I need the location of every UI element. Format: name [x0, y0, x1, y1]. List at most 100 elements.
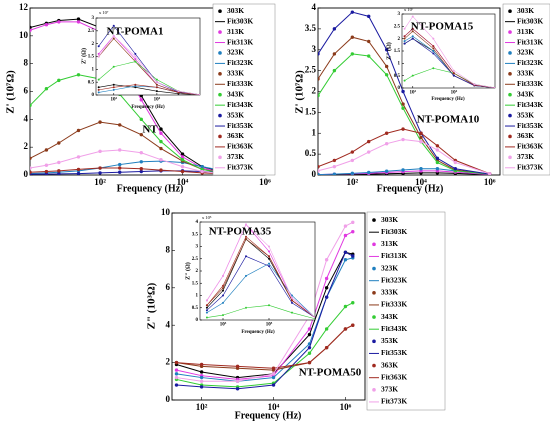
legend-label: 333K: [381, 288, 398, 297]
fit-line: [98, 25, 200, 95]
y-axis-label: Z" (Ω): [385, 42, 392, 60]
y-tick-label: 2.5: [394, 24, 401, 29]
fit-line: [98, 84, 200, 95]
data-point: [199, 379, 204, 383]
data-point: [57, 20, 61, 24]
x-axis-label: Frequency (Hz): [377, 183, 444, 194]
data-point: [44, 163, 49, 167]
plot-content: [403, 15, 495, 88]
y-tick-label: 2.5: [305, 65, 317, 75]
data-point: [384, 169, 389, 173]
data-point: [432, 50, 435, 52]
data-point: [139, 151, 143, 155]
data-point: [155, 83, 158, 86]
legend-marker: [508, 51, 512, 55]
data-point: [291, 299, 293, 302]
data-point: [205, 311, 208, 314]
y-tick-label: 3: [92, 16, 95, 21]
data-point: [452, 74, 455, 77]
x-axis-label: Frequency (Hz): [117, 183, 184, 194]
data-point: [174, 368, 179, 372]
data-point: [118, 166, 122, 170]
data-point: [97, 88, 100, 91]
data-point: [291, 301, 293, 304]
data-point: [235, 379, 240, 383]
data-point: [268, 245, 270, 248]
plot-area: [401, 13, 496, 89]
fit-line: [30, 149, 265, 175]
data-point: [44, 87, 49, 91]
data-point: [134, 58, 137, 61]
data-point: [494, 86, 495, 88]
data-point: [112, 83, 115, 86]
data-point: [367, 39, 371, 44]
data-point: [268, 262, 270, 265]
annotation: NT-POMA10: [417, 114, 480, 126]
data-point: [324, 258, 329, 262]
data-point: [411, 15, 414, 18]
data-point: [174, 360, 179, 365]
y-tick-label: 1.5: [394, 49, 401, 54]
data-point: [205, 306, 208, 309]
y-tick-label: 2: [398, 37, 401, 42]
legend-label: 373K: [227, 152, 244, 161]
data-point: [318, 164, 320, 169]
fit-line: [98, 84, 200, 95]
x-tick-label: 10⁴: [177, 177, 189, 187]
fit-line: [30, 74, 265, 175]
data-point: [384, 131, 389, 135]
fit-line: [404, 28, 495, 88]
y-tick-label: 0: [196, 318, 199, 323]
data-point: [403, 42, 406, 45]
x-tick-label: 10²: [94, 177, 106, 187]
legend-marker: [218, 72, 222, 76]
data-point: [222, 294, 224, 297]
fit-line: [176, 231, 354, 380]
legend-label: Fit353K: [517, 121, 543, 130]
legend-label: 373K: [381, 385, 398, 394]
y-tick-label: 0: [398, 86, 401, 91]
legend-label: Fit343K: [517, 100, 543, 109]
legend-label: 353K: [381, 336, 398, 345]
y-tick-label: 0: [312, 169, 317, 179]
y-tick-label: 1: [92, 67, 95, 72]
inset-chart: 0 0.5 1 1.5 2 2.5 3 3.5 4 10³ 10⁵ Frequency (Hz) Z" …: [184, 215, 316, 335]
legend-marker: [508, 134, 512, 139]
data-point: [432, 67, 435, 70]
data-point: [411, 74, 414, 77]
y-tick-label: 1.5: [88, 55, 95, 60]
data-point: [314, 316, 315, 319]
data-point: [324, 295, 329, 299]
data-point: [432, 37, 435, 40]
data-point: [97, 45, 100, 48]
y-tick-label: 1.5: [192, 281, 199, 286]
data-point: [453, 167, 458, 171]
fit-line: [318, 139, 490, 175]
data-point: [245, 238, 247, 241]
data-point: [452, 69, 455, 72]
x-tick-label: 10⁴: [415, 177, 427, 187]
data-point: [44, 23, 49, 27]
data-point: [44, 148, 49, 152]
y-tick-label: 6: [24, 86, 29, 96]
data-point: [44, 169, 49, 174]
legend-label: 323K: [517, 48, 534, 57]
data-point: [271, 366, 276, 370]
data-point: [324, 327, 329, 331]
data-point: [351, 323, 355, 327]
data-point: [177, 90, 180, 93]
legend-marker: [508, 113, 512, 118]
data-point: [332, 27, 337, 31]
y-tick-label: 3.5: [192, 232, 199, 237]
data-point: [435, 156, 440, 160]
data-point: [155, 81, 158, 84]
legend-marker: [218, 134, 222, 139]
x-tick-label: 10⁴: [451, 90, 458, 96]
x-axis-label: Frequency (Hz): [241, 330, 275, 335]
legend-label: 363K: [381, 360, 398, 369]
data-point: [350, 35, 355, 39]
legend-label: Fit373K: [227, 163, 253, 172]
data-point: [291, 294, 293, 297]
y-tick-label: 2: [312, 86, 317, 96]
data-point: [307, 332, 312, 337]
